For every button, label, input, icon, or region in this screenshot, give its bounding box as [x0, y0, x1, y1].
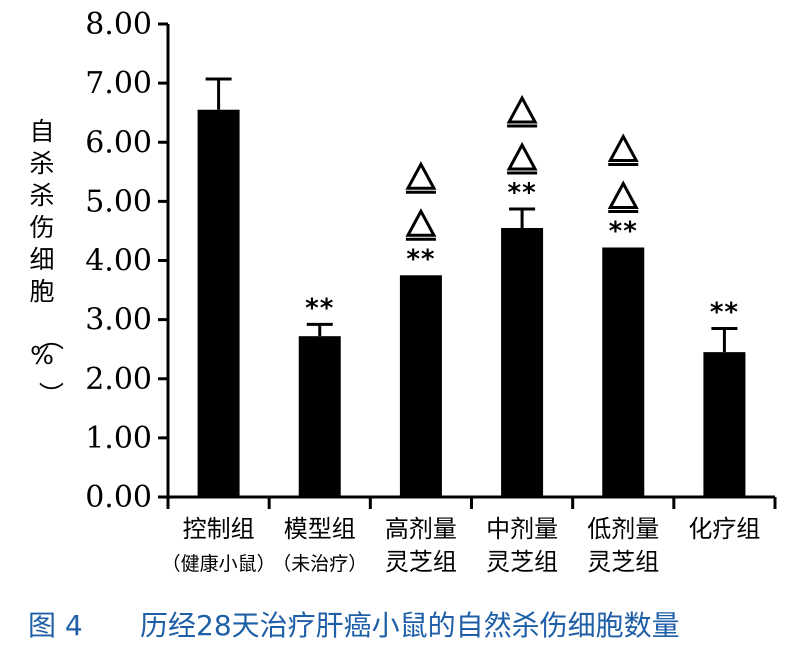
triangle-mark	[405, 161, 437, 190]
bar	[298, 336, 341, 497]
y-axis-label-char: （	[36, 325, 65, 350]
triangle-mark	[607, 180, 639, 209]
y-axis-label-char: 细	[29, 245, 54, 274]
error-bars	[205, 77, 738, 353]
y-axis-label-char: 伤	[29, 213, 54, 242]
figure-title: 历经28天治疗肝癌小鼠的自然杀伤细胞数量	[140, 609, 680, 642]
y-tick-label: 7.00	[85, 66, 152, 101]
y-axis-label-char: 杀	[29, 149, 54, 178]
significance-label: **	[710, 297, 739, 327]
y-tick-label: 6.00	[85, 125, 152, 160]
y-tick-label: 8.00	[85, 7, 152, 42]
significance-marks: ** ** ** ** **	[305, 94, 739, 327]
y-axis-label-char: ）	[36, 381, 65, 406]
category-label: 化疗组	[688, 515, 760, 543]
triangle-mark	[506, 94, 538, 124]
category-label: （健康小鼠）	[162, 553, 276, 575]
bar-chart: 0.001.002.003.004.005.006.007.008.00 ***…	[29, 7, 777, 576]
bar	[703, 352, 746, 497]
y-tick-label: 5.00	[85, 184, 152, 219]
bar	[602, 247, 645, 497]
significance-label: **	[406, 244, 435, 274]
category-label: 模型组	[284, 515, 356, 543]
significance-label: **	[609, 216, 638, 246]
bar	[399, 275, 442, 497]
y-axis-label-char: 自	[29, 117, 54, 146]
significance-label: **	[507, 178, 536, 208]
significance-label: **	[305, 293, 334, 323]
category-label: 低剂量	[587, 515, 659, 543]
y-tick-label: 3.00	[85, 303, 152, 338]
category-label: 灵芝组	[486, 548, 558, 576]
y-axis: 0.00 1.00 2.00 3.00 4.00 5.00 6.00 7.00 8.00	[85, 7, 170, 515]
triangle-mark	[506, 141, 538, 171]
triangle-mark	[405, 208, 437, 237]
category-label: 灵芝组	[385, 548, 457, 576]
y-axis-label-char: 杀	[29, 181, 54, 210]
figure-number: 图 4	[28, 609, 83, 642]
y-axis-label-char: %	[30, 341, 54, 370]
category-label: 高剂量	[385, 515, 457, 543]
category-label: 灵芝组	[587, 548, 659, 576]
bars	[197, 109, 746, 497]
bar	[501, 227, 544, 497]
category-label: （未治疗）	[272, 553, 367, 575]
triangle-mark	[607, 133, 639, 162]
y-tick-label: 1.00	[85, 421, 152, 456]
category-label: 中剂量	[486, 515, 558, 543]
y-tick-label: 2.00	[85, 362, 152, 397]
figure-caption: 图 4 历经28天治疗肝癌小鼠的自然杀伤细胞数量	[0, 604, 800, 644]
y-tick-label: 4.00	[85, 244, 152, 279]
x-axis	[166, 495, 777, 509]
y-axis-label-char: 胞	[29, 277, 54, 306]
category-label: 控制组	[183, 515, 255, 543]
y-tick-label: 0.00	[85, 480, 152, 515]
bar	[197, 109, 240, 497]
